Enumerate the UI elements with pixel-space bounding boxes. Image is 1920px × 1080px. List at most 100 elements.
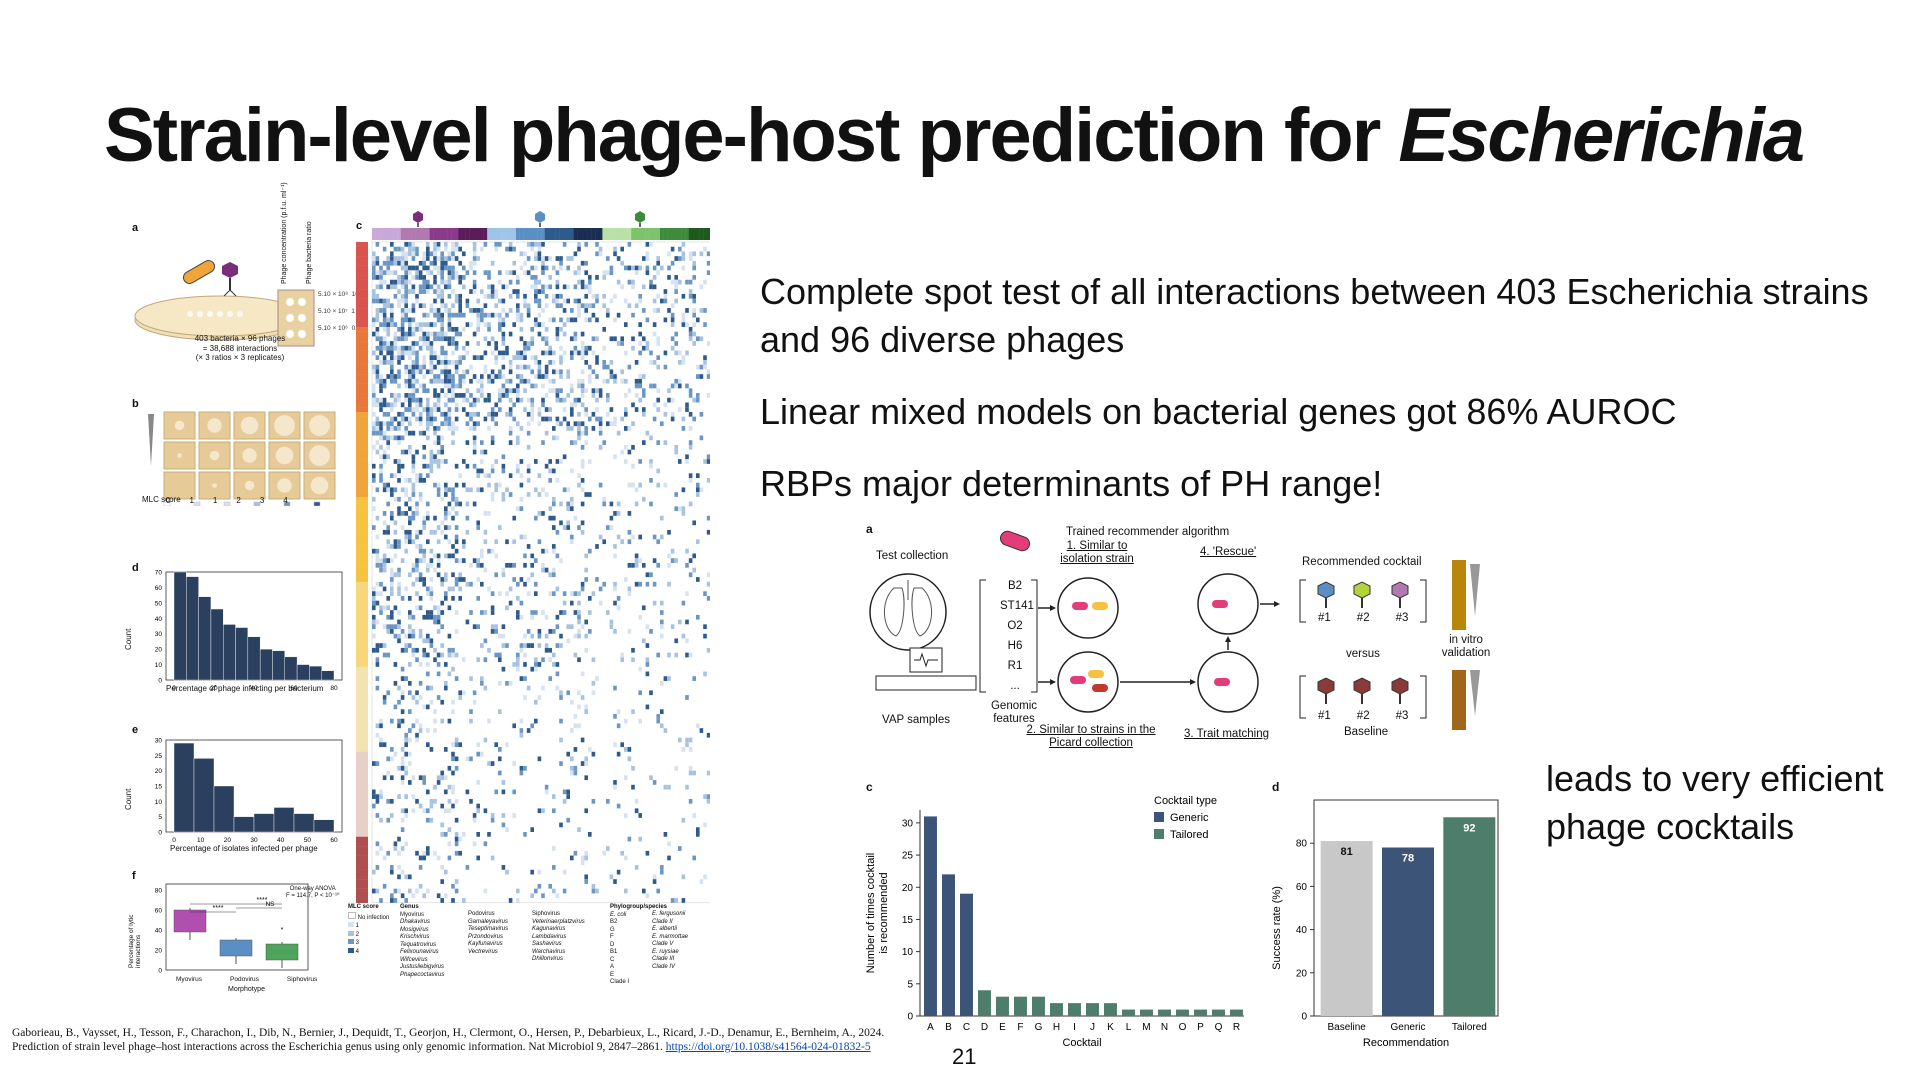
citation-doi-link[interactable]: https://doi.org/10.1038/s41564-024-01832… xyxy=(665,1041,871,1053)
heatmap-cell xyxy=(548,388,552,394)
heatmap-cell xyxy=(418,883,423,889)
phage-genus-cell xyxy=(649,228,653,240)
heatmap-cell xyxy=(516,421,520,427)
heatmap-cell xyxy=(382,558,387,563)
heatmap-cell xyxy=(498,317,502,323)
heatmap-cell xyxy=(580,421,585,427)
heatmap-cell xyxy=(404,270,408,276)
heatmap-cell xyxy=(404,265,408,271)
box xyxy=(265,943,299,961)
heatmap-cell xyxy=(400,312,405,318)
heatmap-cell xyxy=(404,383,408,389)
heatmap-cell xyxy=(548,284,552,290)
heatmap-cell xyxy=(476,308,480,313)
heatmap-cell xyxy=(454,888,459,894)
heatmap-cell xyxy=(692,322,696,327)
heatmap-cell xyxy=(685,454,689,460)
heatmap-cell xyxy=(390,256,394,261)
heatmap-cell xyxy=(411,411,416,417)
heatmap-cell xyxy=(404,501,408,507)
heatmap-cell xyxy=(501,643,506,648)
heatmap-cell xyxy=(397,610,401,615)
heatmap-cell xyxy=(397,544,401,549)
histogram-bar xyxy=(272,650,285,681)
heatmap-cell xyxy=(382,317,387,323)
heatmap-cell xyxy=(429,449,434,455)
heatmap-cell xyxy=(404,898,408,903)
heatmap-cell xyxy=(688,501,693,507)
plaque-well xyxy=(163,471,196,500)
heatmap-cell xyxy=(375,440,380,445)
heatmap-cell xyxy=(408,690,412,696)
heatmap-cell xyxy=(390,341,394,346)
heatmap-cell xyxy=(494,539,498,545)
heatmap-cell xyxy=(501,355,506,360)
heatmap-cell xyxy=(505,284,509,290)
heatmap-cell xyxy=(440,624,444,630)
heatmap-cell xyxy=(472,397,477,403)
heatmap-cell xyxy=(393,426,398,431)
phylogroup-cell xyxy=(356,761,368,767)
heatmap-cell xyxy=(487,473,491,478)
heatmap-cell xyxy=(454,548,459,554)
heatmap-cell xyxy=(649,350,653,356)
heatmap-cell xyxy=(490,260,495,266)
heatmap-cell xyxy=(390,426,394,431)
heatmap-cell xyxy=(660,624,664,630)
phage-genus-cell xyxy=(440,228,445,240)
heatmap-cell xyxy=(415,397,419,403)
heatmap-cell xyxy=(451,289,455,294)
heatmap-cell xyxy=(426,539,430,545)
heatmap-cell xyxy=(498,298,502,304)
plaque xyxy=(174,420,185,431)
heatmap-cell xyxy=(393,459,398,464)
heatmap-cell xyxy=(645,624,650,630)
heatmap-cell xyxy=(411,393,416,398)
heatmap-cell xyxy=(706,515,710,521)
heatmap-cell xyxy=(458,383,462,389)
heatmap-cell xyxy=(631,709,635,714)
heatmap-cell xyxy=(620,850,624,856)
heatmap-cell xyxy=(444,256,448,261)
heatmap-cell xyxy=(706,393,710,398)
heatmap-cell xyxy=(451,312,455,318)
heatmap-cell xyxy=(447,251,452,257)
heatmap-cell xyxy=(469,487,473,493)
heatmap-cell xyxy=(642,638,646,644)
heatmap-cell xyxy=(404,317,408,323)
heatmap-cell xyxy=(382,586,387,592)
heatmap-cell xyxy=(454,416,459,422)
heatmap-cell xyxy=(400,756,405,762)
heatmap-cell xyxy=(501,780,506,785)
heatmap-cell xyxy=(537,407,542,412)
heatmap-cell xyxy=(634,558,639,563)
heatmap-cell xyxy=(397,765,401,771)
heatmap-cell xyxy=(534,275,538,280)
heatmap-cell xyxy=(382,246,387,252)
heatmap-cell xyxy=(390,374,394,379)
heatmap-cell xyxy=(588,275,592,280)
phage-genus-cell xyxy=(465,228,470,240)
bar-tailored xyxy=(1230,1009,1243,1016)
heatmap-cell xyxy=(562,298,567,304)
heatmap-cell xyxy=(436,360,441,365)
heatmap-cell xyxy=(505,312,509,318)
heatmap-cell xyxy=(404,275,408,280)
heatmap-cell xyxy=(667,553,671,559)
heatmap-cell xyxy=(584,619,588,625)
heatmap-cell xyxy=(501,454,506,460)
heatmap-cell xyxy=(415,888,419,894)
heatmap-cell xyxy=(681,506,686,512)
heatmap-cell xyxy=(512,260,516,266)
heatmap-cell xyxy=(649,360,653,365)
phylogroup-cell xyxy=(356,369,368,375)
heatmap-cell xyxy=(382,411,387,417)
heatmap-cell xyxy=(390,251,394,257)
heatmap-cell xyxy=(472,246,477,252)
baseline-phages xyxy=(1317,677,1409,704)
heatmap-cell xyxy=(400,246,405,252)
legend-swatch-tailored xyxy=(1154,829,1164,839)
heatmap-cell xyxy=(656,270,660,276)
heatmap-cell xyxy=(454,534,459,540)
